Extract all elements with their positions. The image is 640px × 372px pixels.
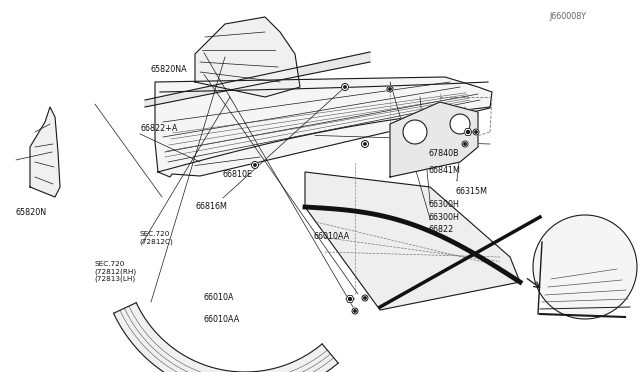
Circle shape [344,86,346,88]
Polygon shape [390,102,478,177]
Circle shape [462,141,468,147]
Circle shape [362,141,369,148]
Text: 66300H: 66300H [429,200,460,209]
Text: 66010AA: 66010AA [314,232,350,241]
Text: J660008Y: J660008Y [549,12,586,21]
Polygon shape [464,129,472,135]
Circle shape [364,297,366,299]
Circle shape [388,88,391,90]
Text: 66810E: 66810E [223,170,253,179]
Text: SEC.720
(72812C): SEC.720 (72812C) [140,231,173,245]
Circle shape [450,114,470,134]
Text: 65820NA: 65820NA [150,65,187,74]
Polygon shape [145,52,370,107]
Circle shape [467,131,470,134]
Text: 66300H: 66300H [429,213,460,222]
Text: 65820N: 65820N [16,208,47,217]
Text: 66010AA: 66010AA [204,315,240,324]
Circle shape [464,143,466,145]
Text: 66841M: 66841M [429,166,461,175]
Circle shape [475,131,477,133]
Text: 66822+A: 66822+A [141,124,178,133]
Text: 67840B: 67840B [429,149,460,158]
Text: 66010A: 66010A [204,293,234,302]
Circle shape [473,129,479,135]
Text: 66315M: 66315M [456,187,488,196]
Polygon shape [346,295,354,302]
Circle shape [349,298,351,301]
Circle shape [252,161,259,169]
Polygon shape [30,107,60,197]
Polygon shape [113,303,338,372]
Text: 66816M: 66816M [195,202,227,211]
Circle shape [254,164,256,166]
Circle shape [403,120,427,144]
Circle shape [352,308,358,314]
Circle shape [354,310,356,312]
Polygon shape [305,172,520,310]
Text: SEC.720
(72812(RH)
(72813(LH): SEC.720 (72812(RH) (72813(LH) [95,261,137,282]
Circle shape [342,83,349,90]
Polygon shape [195,17,300,97]
Polygon shape [155,77,492,177]
Circle shape [362,295,368,301]
Circle shape [533,215,637,319]
Circle shape [364,143,366,145]
Text: 66822: 66822 [429,225,454,234]
Circle shape [387,86,393,92]
